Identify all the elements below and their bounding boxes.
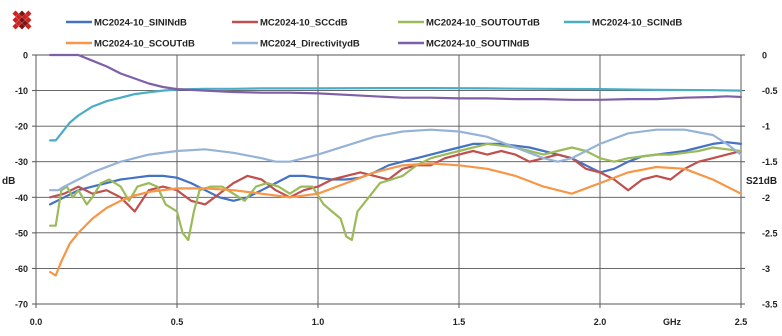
y-tick-label: -10 — [15, 86, 28, 96]
y2-tick-label: 0 — [762, 51, 767, 61]
legend-label: MC2024-10_SCINdB — [592, 18, 682, 29]
logo-tile — [22, 13, 29, 20]
logo-tile — [18, 23, 26, 30]
legend-label: MC2024-10_SOUTOUTdB — [426, 18, 540, 29]
x-tick-label: 0.5 — [171, 317, 184, 327]
y-tick-label: -30 — [15, 157, 28, 167]
legend-label: MC2024-10_SCCdB — [260, 18, 348, 29]
legend-label: MC2024_DirectivitydB — [260, 39, 360, 50]
logo-tile — [15, 20, 22, 27]
y2-tick-label: -1 — [762, 122, 770, 132]
y-tick-label: -40 — [15, 193, 28, 203]
y2-tick-label: -2 — [762, 193, 770, 203]
x-tick-label: 1.5 — [453, 317, 466, 327]
x-tick-label: 2.0 — [594, 317, 607, 327]
y2-tick-label: -1.5 — [762, 157, 778, 167]
x-tick-label: 1.0 — [312, 317, 325, 327]
series-line-2 — [48, 142, 743, 242]
y2-tick-label: -0.5 — [762, 86, 778, 96]
series-line-0 — [48, 141, 743, 206]
series-line-3 — [48, 86, 743, 142]
series-line-5 — [48, 128, 743, 192]
y2-tick-label: -3 — [762, 264, 770, 274]
logo-tile — [22, 20, 29, 27]
y-tick-label: -70 — [15, 300, 28, 310]
x-tick-label: 2.5 — [735, 317, 748, 327]
series-line-1 — [48, 149, 743, 213]
y2-axis-label: S21dB — [746, 176, 777, 187]
y-axis-label: dB — [2, 176, 15, 187]
y-tick-label: 0 — [23, 51, 28, 61]
series-line-6 — [48, 53, 743, 101]
series-line-4 — [48, 162, 743, 277]
x-axis-label: GHz — [663, 317, 682, 327]
legend-label: MC2024-10_SCOUTdB — [94, 39, 195, 50]
logo-tile — [12, 16, 19, 24]
y2-tick-label: -2.5 — [762, 228, 778, 238]
x-tick-label: 0.0 — [30, 317, 43, 327]
y2-tick-label: -3.5 — [762, 300, 778, 310]
logo-tile — [25, 16, 32, 24]
red-diamond-logo-icon — [12, 10, 32, 30]
y-tick-label: -50 — [15, 228, 28, 238]
legend-label: MC2024-10_SOUTINdB — [426, 39, 530, 50]
y-tick-label: -60 — [15, 264, 28, 274]
y-tick-label: -20 — [15, 122, 28, 132]
legend-label: MC2024-10_SININdB — [94, 18, 187, 29]
logo-tile — [18, 16, 26, 24]
